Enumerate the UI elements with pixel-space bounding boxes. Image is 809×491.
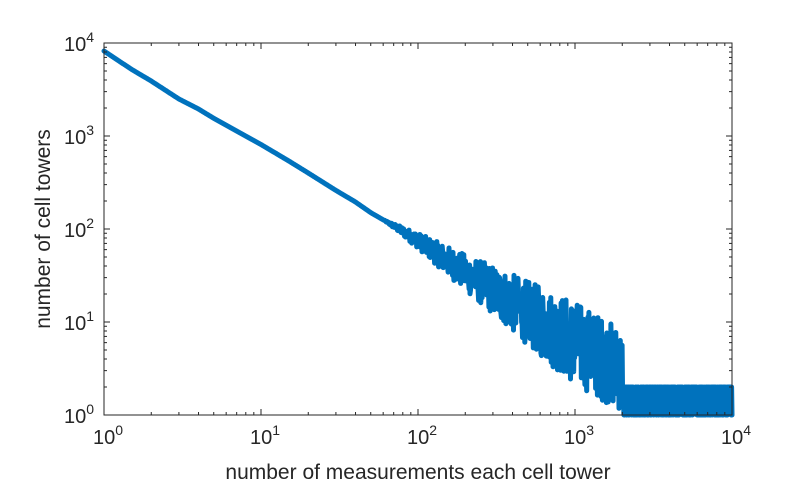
series-layer: [101, 48, 735, 418]
y-tick-label-base: 10: [64, 127, 86, 149]
x-axis-label: number of measurements each cell tower: [225, 461, 610, 484]
x-tick-label: 104: [721, 422, 751, 449]
y-tick-label: 100: [64, 401, 94, 428]
y-tick-label: 102: [64, 215, 94, 242]
x-tick-label-exponent: 3: [586, 422, 594, 438]
x-tick-label-exponent: 1: [272, 422, 280, 438]
x-tick-label-exponent: 4: [743, 422, 751, 438]
y-tick-label-base: 10: [64, 34, 86, 56]
x-tick-label-base: 10: [721, 427, 743, 449]
x-tick-label-base: 10: [564, 427, 586, 449]
y-axis-label: number of cell towers: [32, 129, 55, 329]
y-tick-label: 104: [64, 29, 94, 56]
x-tick-label-exponent: 0: [115, 422, 123, 438]
y-tick-label: 103: [64, 122, 94, 149]
x-tick-label-base: 10: [250, 427, 272, 449]
y-tick-label-exponent: 1: [86, 308, 94, 324]
y-tick-label-base: 10: [64, 220, 86, 242]
x-tick-label-exponent: 2: [429, 422, 437, 438]
y-tick-label-exponent: 3: [86, 122, 94, 138]
x-tick-label: 101: [250, 422, 280, 449]
x-tick-label: 100: [93, 422, 123, 449]
series-line-0: [101, 48, 735, 418]
x-tick-label: 102: [407, 422, 437, 449]
y-tick-label-exponent: 2: [86, 215, 94, 231]
x-tick-label-base: 10: [407, 427, 429, 449]
y-tick-label-exponent: 4: [86, 29, 94, 45]
x-tick-label-base: 10: [93, 427, 115, 449]
y-tick-label-base: 10: [64, 313, 86, 335]
y-tick-label-base: 10: [64, 406, 86, 428]
y-tick-label-exponent: 0: [86, 401, 94, 417]
y-tick-label: 101: [64, 308, 94, 335]
x-tick-label: 103: [564, 422, 594, 449]
